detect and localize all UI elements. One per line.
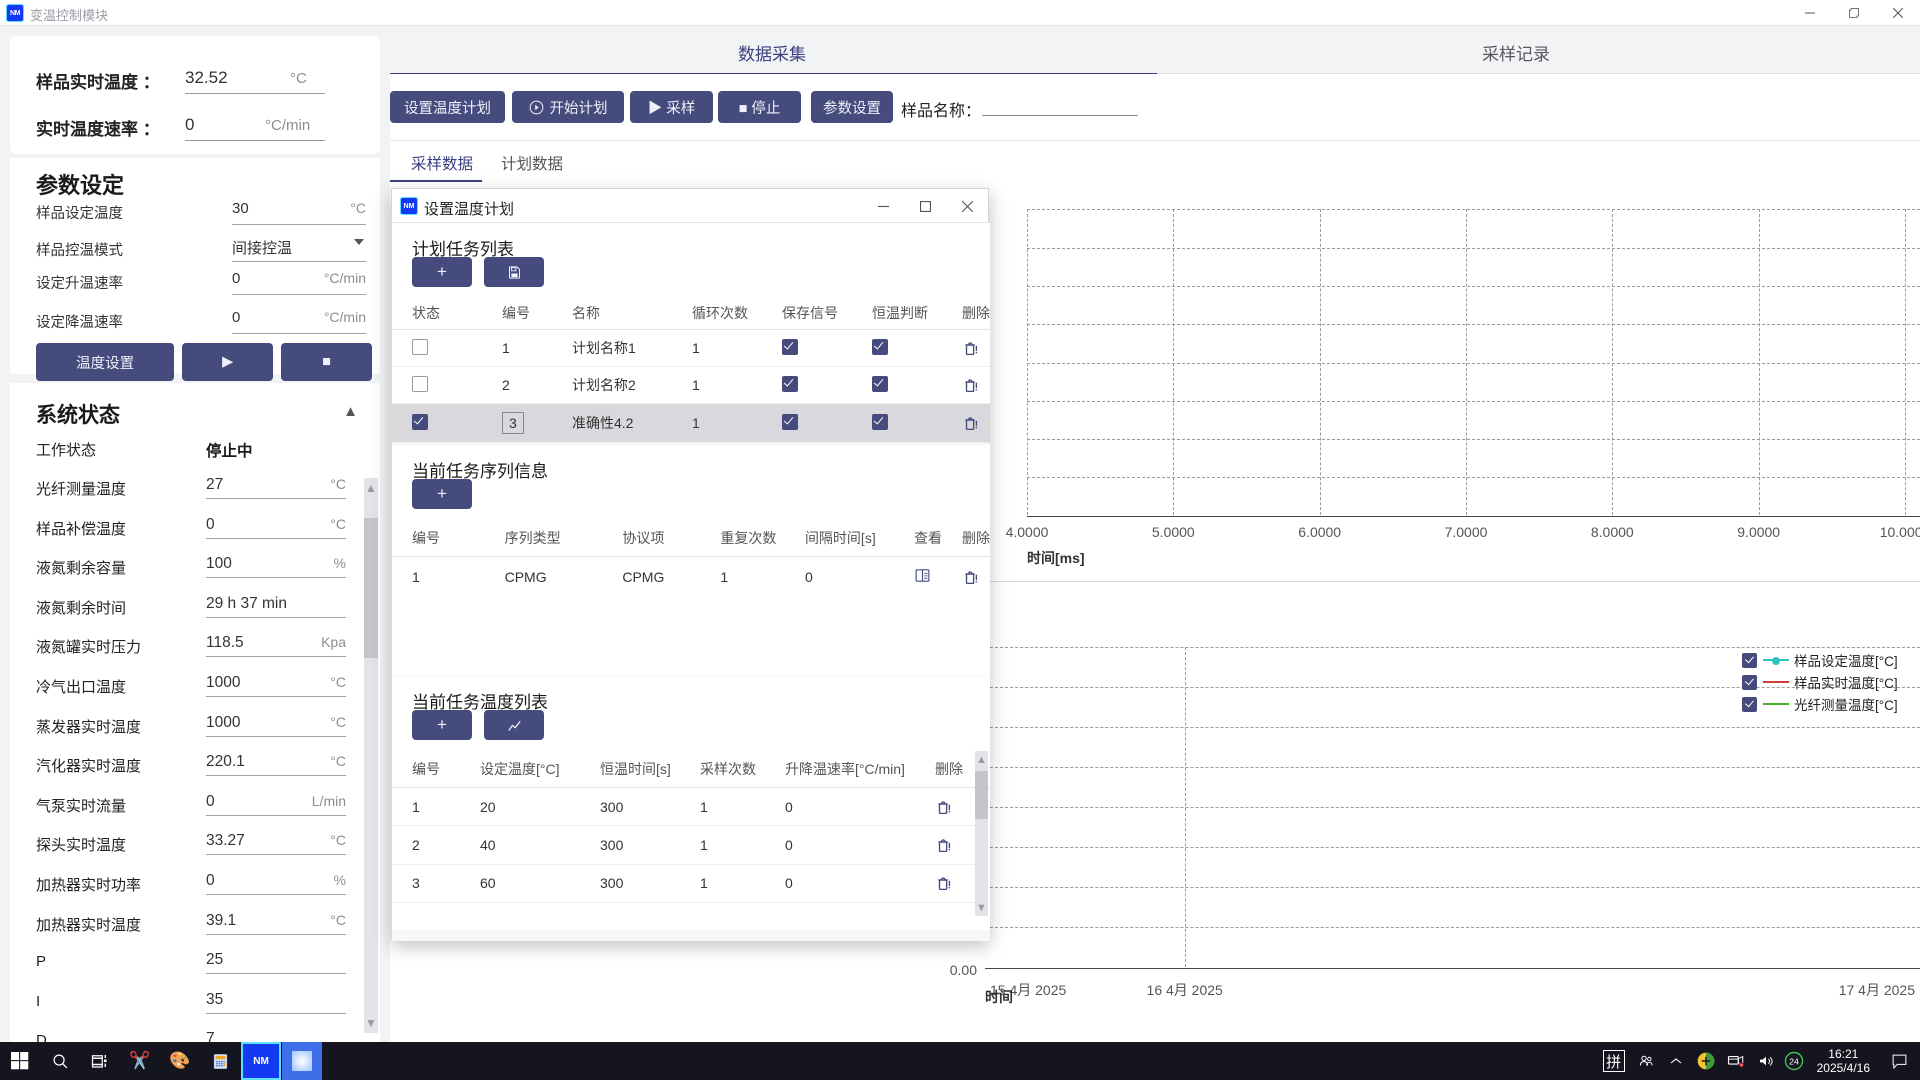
svg-text:24: 24 bbox=[1789, 1057, 1799, 1067]
